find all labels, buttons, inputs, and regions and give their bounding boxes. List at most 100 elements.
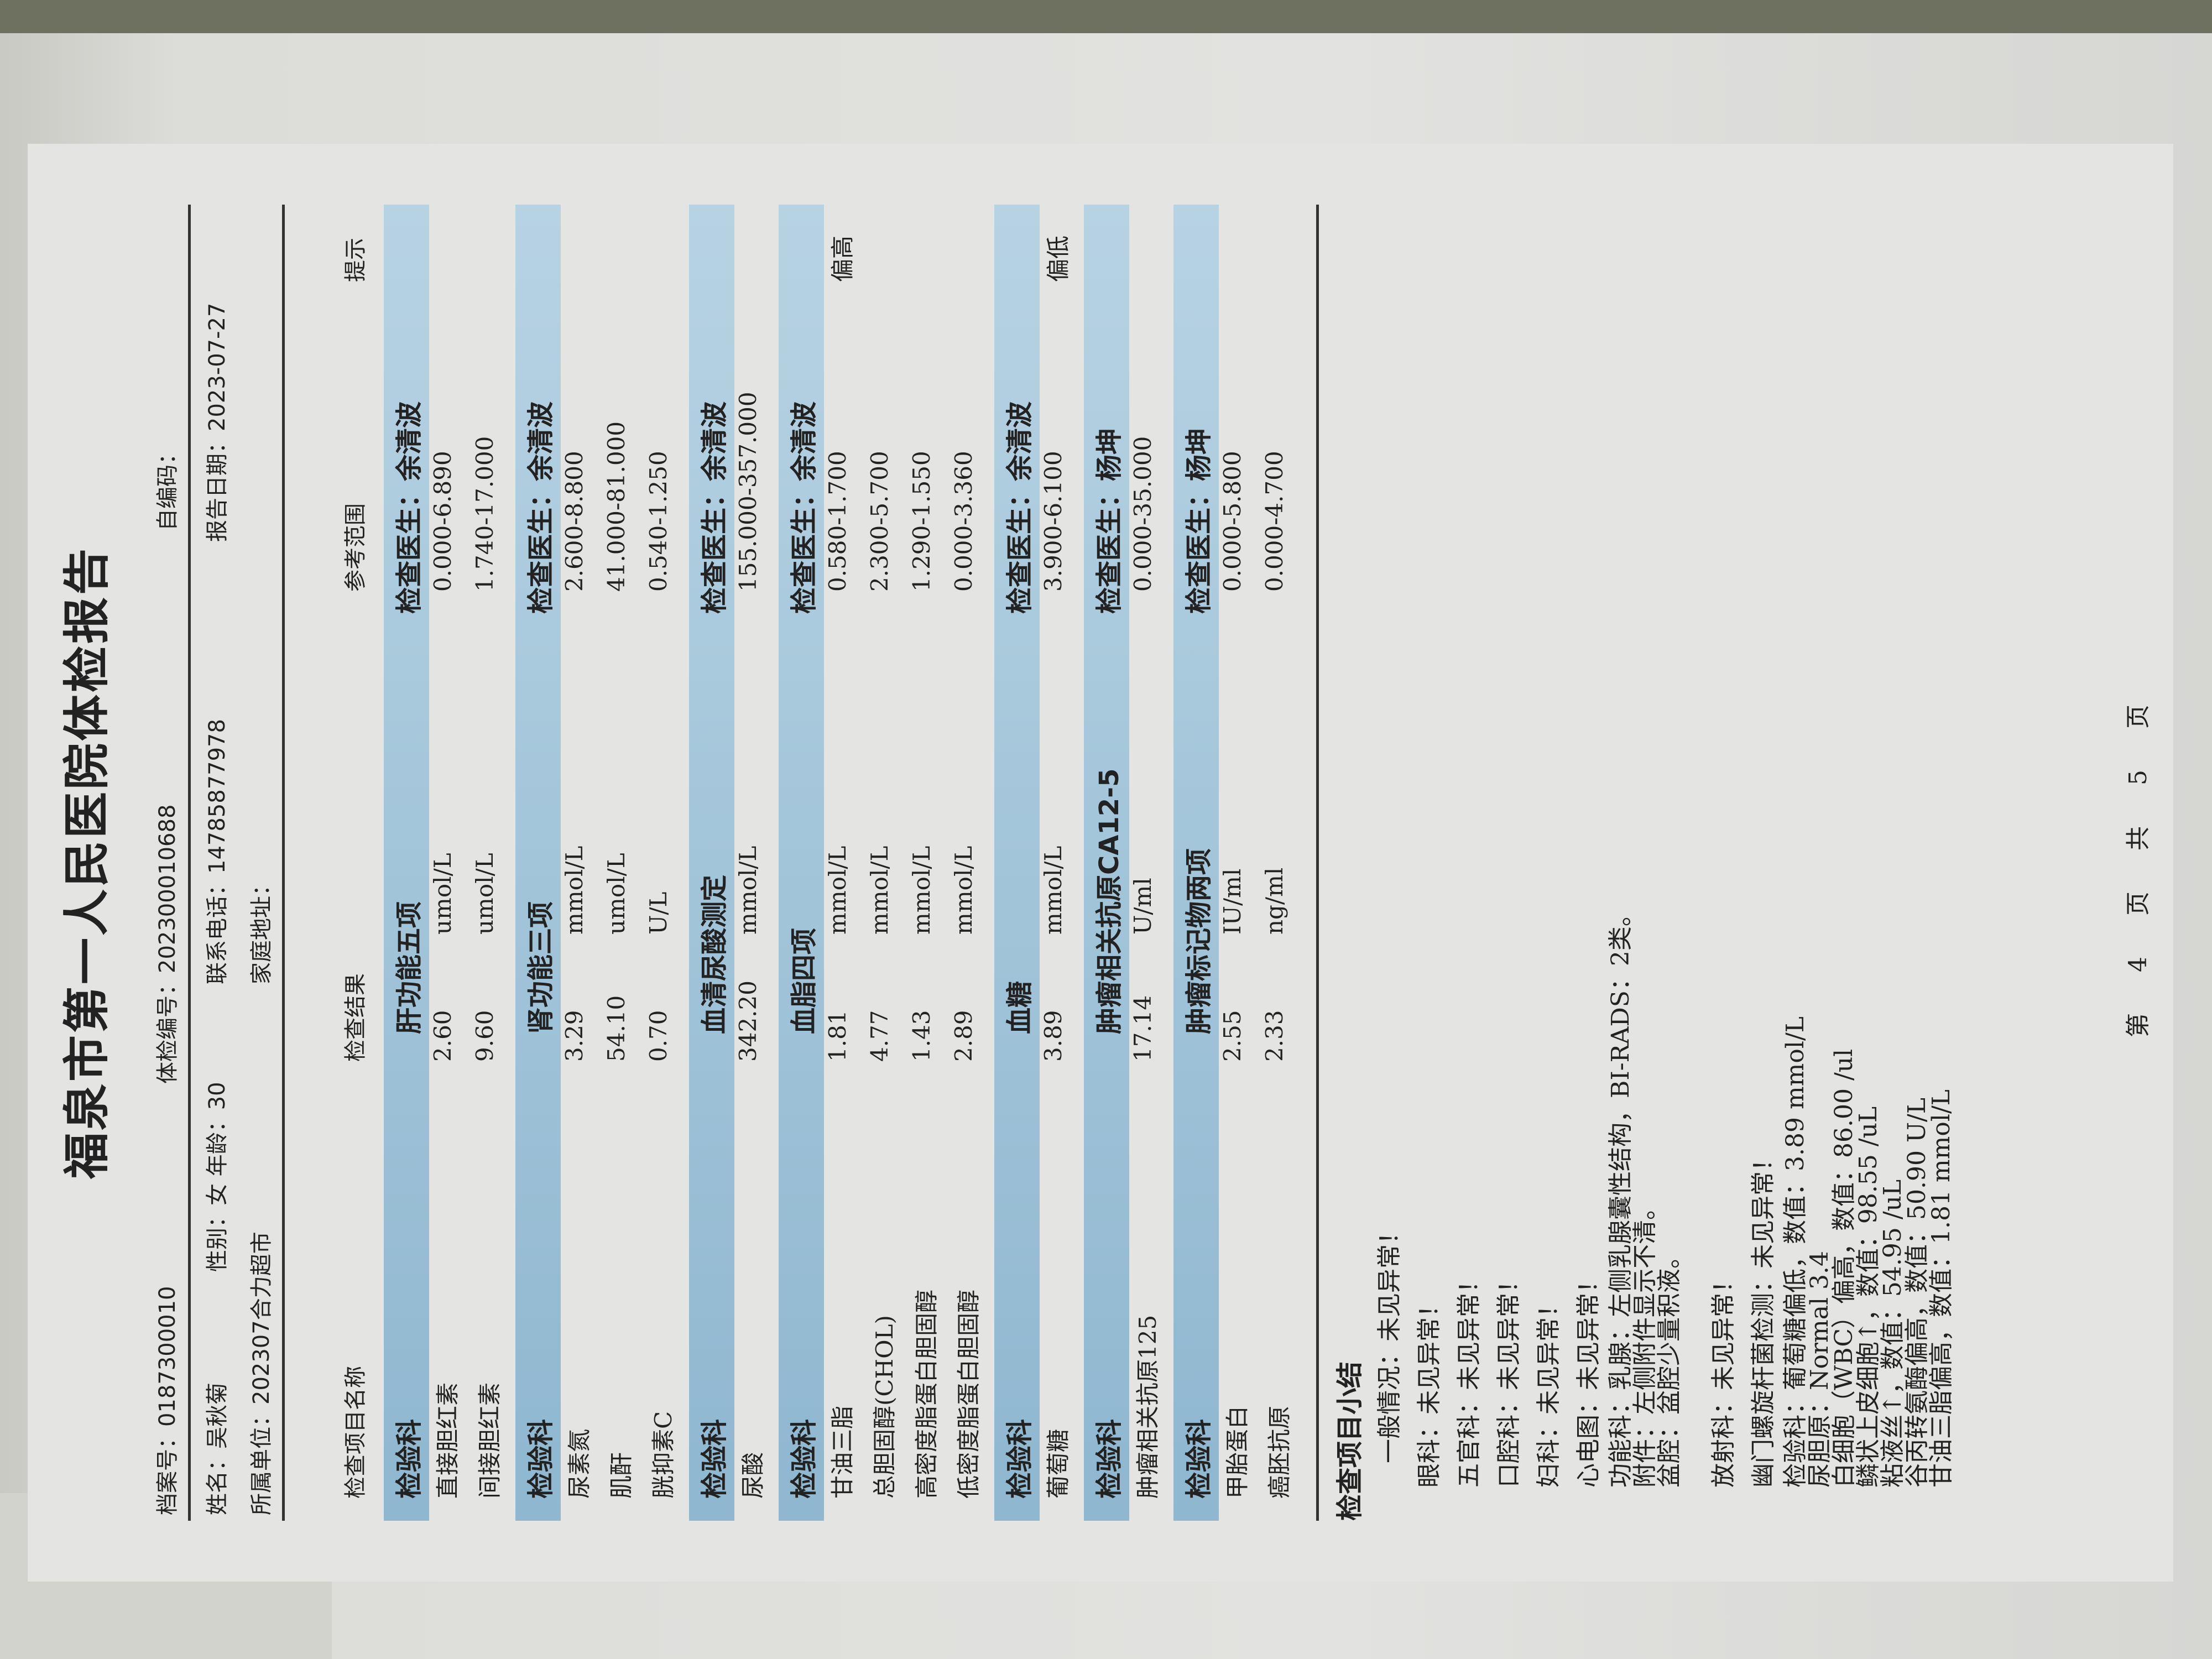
summary-line: 眼科：未见异常！ — [1415, 1293, 1443, 1488]
table-row: 癌胚抗原 2.33 ng/ml 0.000-4.700 — [1261, 205, 1303, 1521]
summary-line: 口腔科：未见异常！ — [1495, 1269, 1523, 1488]
table-row: 葡萄糖 3.89 mmol/L 3.900-6.100 偏低 — [1040, 205, 1082, 1521]
section-dept: 检验科 — [1094, 1418, 1125, 1499]
item-unit: mmol/L — [561, 846, 588, 935]
item-name: 尿素氮 — [566, 1428, 593, 1499]
item-result: 1.43 — [908, 1010, 935, 1062]
section-dept: 检验科 — [1004, 1418, 1035, 1499]
section-doctor: 检查医生：余清波 — [525, 401, 556, 614]
summary-line: 一般情况：未见异常！ — [1375, 1220, 1404, 1488]
item-name: 间接胆红素 — [476, 1382, 503, 1499]
section-title: 血糖 — [1004, 980, 1035, 1034]
section-title: 肾功能三项 — [525, 901, 556, 1034]
item-result: 342.20 — [734, 980, 761, 1062]
summary-lab-line: 鳞状上皮细胞↑，数值：98.55 /uL — [1854, 1106, 1882, 1488]
section-dept: 检验科 — [394, 1418, 425, 1499]
col-hint: 提示 — [343, 238, 368, 282]
desk-background — [0, 0, 2212, 33]
item-name: 高密度脂蛋白胆固醇 — [913, 1289, 940, 1499]
item-range: 0.000-5.800 — [1219, 451, 1246, 592]
section-title: 肿瘤相关抗原CA12-5 — [1094, 768, 1125, 1035]
item-result: 54.10 — [603, 995, 630, 1062]
table-row: 尿素氮 3.29 mmol/L 2.600-8.800 — [561, 205, 603, 1521]
item-unit: mmol/L — [824, 846, 851, 935]
item-unit: ng/ml — [1261, 867, 1288, 935]
item-result: 2.89 — [950, 1010, 977, 1062]
report-date: 报告日期：2023-07-27 — [205, 302, 230, 542]
address: 家庭地址： — [249, 874, 274, 984]
item-range: 1.740-17.000 — [471, 436, 498, 592]
item-name: 低密度脂蛋白胆固醇 — [955, 1289, 982, 1499]
summary-line: 放射科：未见异常！ — [1709, 1269, 1738, 1488]
item-range: 1.290-1.550 — [908, 451, 935, 592]
table-row: 肿瘤相关抗原125 17.14 U/ml 0.000-35.000 — [1129, 205, 1171, 1521]
section-dept: 检验科 — [525, 1418, 556, 1499]
item-range: 0.580-1.700 — [824, 451, 851, 592]
table-row: 高密度脂蛋白胆固醇 1.43 mmol/L 1.290-1.550 — [908, 205, 950, 1521]
table-row: 胱抑素C 0.70 U/L 0.540-1.250 — [645, 205, 687, 1521]
summary-functional-line: 盆腔：盆腔少量积液。 — [1655, 1244, 1683, 1488]
summary-lab-line: 粘液丝↑，数值：54.95 /uL — [1879, 1179, 1907, 1488]
col-result: 检查结果 — [343, 973, 368, 1062]
item-result: 3.29 — [561, 1010, 588, 1062]
table-row: 低密度脂蛋白胆固醇 2.89 mmol/L 0.000-3.360 — [950, 205, 992, 1521]
item-range: 0.000-4.700 — [1261, 451, 1288, 592]
report-page: 福泉市第一人民医院体检报告 档案号：0187300010 体检编号：202300… — [28, 144, 2173, 1582]
section-doctor: 检查医生：杨坤 — [1094, 427, 1125, 614]
self-code: 自编码： — [155, 442, 180, 531]
summary-lab-line: 甘油三脂偏高，数值：1.81 mmol/L — [1927, 1089, 1955, 1488]
item-unit: mmol/L — [1040, 846, 1067, 935]
header-rule-2 — [282, 205, 285, 1521]
table-row: 甘油三脂 1.81 mmol/L 0.580-1.700 偏高 — [824, 205, 866, 1521]
item-range: 0.540-1.250 — [645, 451, 672, 592]
item-range: 155.000-357.000 — [734, 392, 761, 592]
item-result: 4.77 — [866, 1010, 893, 1062]
item-unit: mmol/L — [734, 846, 761, 935]
item-name: 胱抑素C — [650, 1411, 677, 1499]
section-dept: 检验科 — [1183, 1418, 1214, 1499]
table-row: 总胆固醇(CHOL) 4.77 mmol/L 2.300-5.700 — [866, 205, 908, 1521]
section-header: 检验科 血清尿酸测定 检查医生：余清波 — [689, 205, 734, 1521]
summary-section: 检查项目小结 一般情况：未见异常！ 眼科：未见异常！ 五官科：未见异常！ 口腔科：未见… — [1316, 205, 1955, 1521]
archive-no: 档案号：0187300010 — [155, 1286, 180, 1516]
table-row: 尿酸 342.20 mmol/L 155.000-357.000 — [734, 205, 776, 1521]
section-header: 检验科 肾功能三项 检查医生：余清波 — [515, 205, 561, 1521]
section-title: 血清尿酸测定 — [699, 874, 730, 1034]
item-unit: IU/ml — [1219, 868, 1246, 935]
item-name: 直接胆红素 — [434, 1382, 461, 1499]
item-name: 甘油三脂 — [829, 1405, 856, 1499]
section-header: 检验科 血糖 检查医生：余清波 — [994, 205, 1040, 1521]
col-range: 参考范围 — [343, 503, 368, 592]
summary-line: 五官科：未见异常！ — [1455, 1269, 1483, 1488]
table-row: 肌酐 54.10 umol/L 41.000-81.000 — [603, 205, 645, 1521]
item-unit: umol/L — [429, 853, 456, 935]
item-unit: U/ml — [1129, 878, 1156, 935]
summary-lab-line: 谷丙转氨酶偏高，数值：50.90 U/L — [1903, 1097, 1931, 1488]
results-table: 检验科 肝功能五项 检查医生：余清波 直接胆红素 2.60 umol/L 0.000-6.8… — [382, 205, 1303, 1521]
section-title: 血脂四项 — [789, 927, 820, 1034]
section-header: 检验科 肝功能五项 检查医生：余清波 — [384, 205, 429, 1521]
section-header: 检验科 血脂四项 检查医生：余清波 — [779, 205, 824, 1521]
table-row: 间接胆红素 9.60 umol/L 1.740-17.000 — [471, 205, 513, 1521]
item-name: 甲胎蛋白 — [1224, 1405, 1251, 1499]
section-doctor: 检查医生：余清波 — [789, 401, 820, 614]
item-name: 肌酐 — [608, 1452, 635, 1499]
section-doctor: 检查医生：余清波 — [699, 401, 730, 614]
item-range: 0.000-3.360 — [950, 451, 977, 592]
item-result: 2.33 — [1261, 1010, 1288, 1062]
phone: 联系电话：14785877978 — [205, 719, 230, 984]
section-header: 检验科 肿瘤标记物两项 检查医生：杨坤 — [1173, 205, 1219, 1521]
item-name: 癌胚抗原 — [1266, 1405, 1293, 1499]
gender-age: 性别：女 年龄：30 — [205, 1082, 230, 1272]
summary-lab-line: 白细胞（WBC）偏高，数值：86.00 /ul — [1830, 1048, 1858, 1488]
patient-name: 姓名：吴秋菊 — [205, 1383, 230, 1515]
item-name: 肿瘤相关抗原125 — [1134, 1314, 1161, 1499]
section-dept: 检验科 — [699, 1418, 730, 1499]
page-footer: 第 4 页 共 5 页 — [2124, 688, 2152, 1037]
item-unit: umol/L — [471, 853, 498, 935]
item-result: 9.60 — [471, 1010, 498, 1062]
summary-line: 妇科：未见异常！ — [1535, 1293, 1563, 1488]
item-result: 2.55 — [1219, 1010, 1246, 1062]
item-result: 0.70 — [645, 1010, 672, 1062]
summary-title: 检查项目小结 — [1334, 1361, 1365, 1521]
